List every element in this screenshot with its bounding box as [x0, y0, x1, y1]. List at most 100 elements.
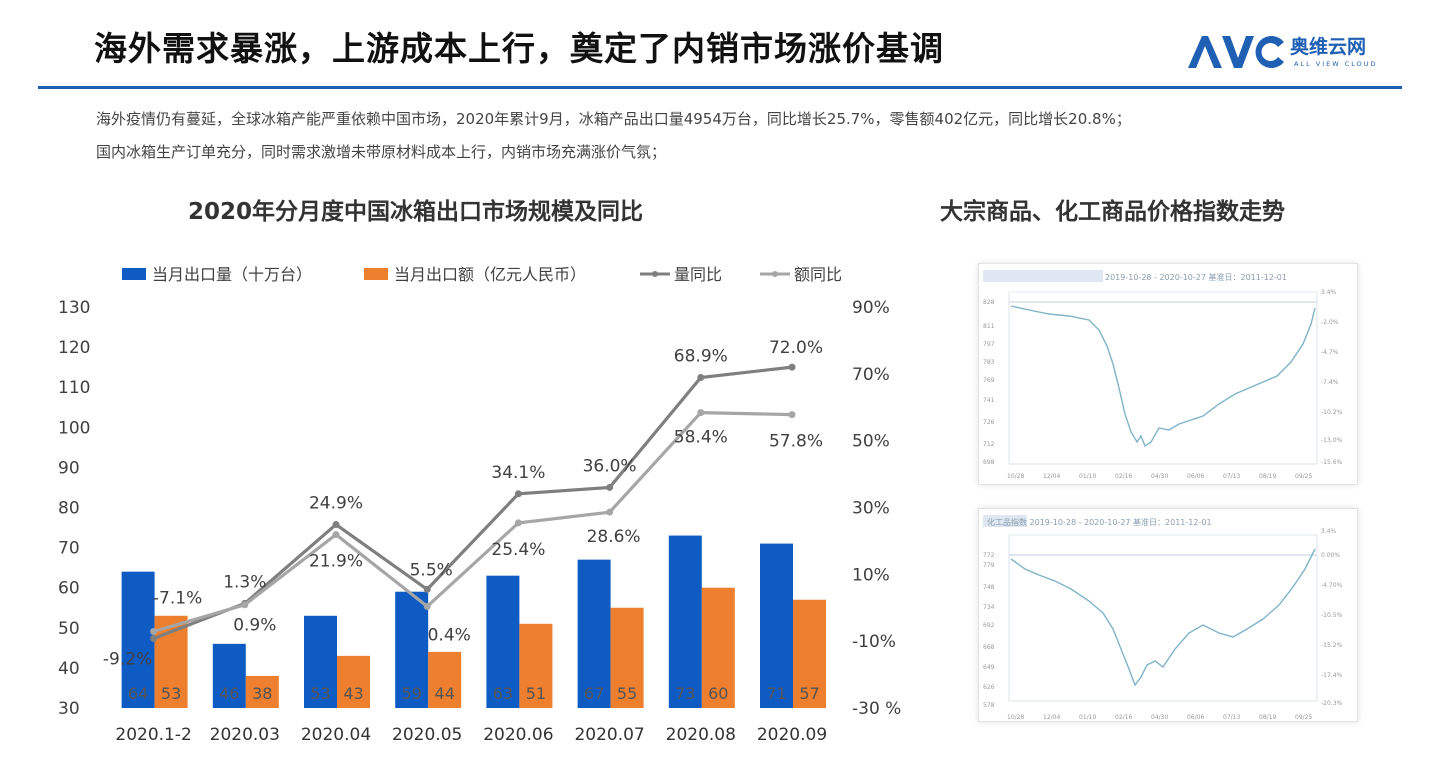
x-axis-tick: 2020.08 — [666, 725, 736, 745]
point-value-yoy — [606, 508, 614, 516]
svg-text:-10.2%: -10.2% — [1321, 409, 1343, 416]
bar-export-volume — [212, 643, 246, 708]
bar-export-volume — [486, 575, 520, 708]
bar-export-value — [701, 587, 735, 708]
export-chart: 当月出口量（十万台） 当月出口额（亿元人民币） 量同比 额同比 130 120 110 100… — [58, 265, 901, 745]
svg-text:06/06: 06/06 — [1187, 473, 1204, 480]
x-axis-tick: 2020.07 — [574, 725, 644, 745]
description-line-2: 国内冰箱生产订单充分，同时需求激增未带原材料成本上行，内销市场充满涨价气氛； — [96, 143, 667, 161]
svg-text:-15.6%: -15.6% — [1321, 459, 1343, 466]
bar-label-volume: 53 — [310, 684, 330, 703]
avc-logo-mark — [1188, 36, 1284, 68]
label-value-yoy: 28.6% — [587, 527, 641, 547]
label-volume-yoy: 5.5% — [410, 560, 453, 580]
svg-text:3.4%: 3.4% — [1321, 289, 1337, 296]
svg-text:772: 772 — [983, 552, 995, 559]
chart-title: 2020年分月度中国冰箱出口市场规模及同比 — [188, 199, 644, 225]
svg-text:828: 828 — [983, 299, 995, 306]
label-volume-yoy: -9.2% — [103, 649, 152, 669]
left-axis-tick: 110 — [58, 378, 90, 398]
bar-label-value: 55 — [617, 684, 637, 703]
svg-text:0.00%: 0.00% — [1321, 552, 1340, 559]
left-axis-tick: 40 — [58, 659, 80, 679]
bar-label-volume: 63 — [493, 684, 513, 703]
description-line-1: 海外疫情仍有蔓延，全球冰箱产能严重依赖中国市场，2020年累计9月，冰箱产品出口… — [96, 110, 1131, 128]
bar-label-value: 60 — [708, 684, 728, 703]
right-axis-tick: -10% — [852, 632, 896, 652]
bar-export-value — [337, 655, 370, 708]
bar-label-volume: 59 — [402, 684, 422, 703]
left-axis-tick: 60 — [58, 579, 80, 599]
legend-label-2: 当月出口额（亿元人民币） — [394, 265, 586, 284]
svg-text:692: 692 — [983, 622, 995, 629]
thumb2-caption: 化工品指数 2019-10-28 - 2020-10-27 基准日：2011-1… — [987, 517, 1212, 527]
point-volume-yoy — [697, 374, 705, 382]
point-volume-yoy — [606, 483, 614, 491]
svg-text:09/25: 09/25 — [1295, 473, 1312, 480]
bar-label-value: 44 — [435, 684, 455, 703]
svg-text:741: 741 — [983, 397, 995, 404]
x-axis-tick: 2020.03 — [210, 725, 280, 745]
svg-text:12/04: 12/04 — [1043, 714, 1060, 721]
point-volume-yoy — [150, 634, 158, 642]
left-axis-tick: 120 — [58, 338, 90, 358]
label-volume-yoy: 68.9% — [674, 347, 728, 367]
svg-text:06/06: 06/06 — [1187, 714, 1204, 721]
svg-text:10/28: 10/28 — [1007, 714, 1024, 721]
legend-swatch-2 — [364, 268, 388, 280]
bar-label-volume: 46 — [219, 684, 239, 703]
svg-text:04/30: 04/30 — [1151, 714, 1168, 721]
bar-label-value: 43 — [343, 684, 363, 703]
svg-text:01/10: 01/10 — [1079, 714, 1096, 721]
bar-export-volume — [304, 615, 337, 708]
svg-text:07/13: 07/13 — [1223, 473, 1240, 480]
bar-export-volume — [760, 543, 793, 708]
point-volume-yoy — [332, 521, 340, 529]
svg-text:09/25: 09/25 — [1295, 714, 1312, 721]
label-value-yoy: 58.4% — [674, 428, 728, 448]
left-axis-tick: 130 — [58, 298, 90, 318]
right-axis-tick: -30 % — [852, 699, 901, 719]
label-value-yoy: 0.9% — [233, 616, 276, 636]
bar-export-value — [428, 651, 462, 708]
svg-text:-4.70%: -4.70% — [1321, 582, 1343, 589]
right-axis-tick: 30% — [852, 499, 890, 519]
left-axis-tick: 50 — [58, 619, 80, 639]
svg-text:-20.3%: -20.3% — [1321, 700, 1343, 707]
svg-text:668: 668 — [983, 644, 995, 651]
bar-export-value — [245, 675, 279, 708]
bar-label-volume: 67 — [584, 684, 604, 703]
point-value-yoy — [514, 519, 522, 527]
bar-export-volume — [121, 571, 155, 708]
label-value-yoy: 25.4% — [491, 540, 545, 560]
bar-label-value: 53 — [161, 684, 181, 703]
point-value-yoy — [332, 531, 340, 539]
legend-label-3: 量同比 — [674, 265, 722, 284]
right-panel-title: 大宗商品、化工商品价格指数走势 — [940, 199, 1285, 225]
bar-label-volume: 64 — [128, 684, 148, 703]
svg-text:02/16: 02/16 — [1115, 473, 1132, 480]
legend-swatch-1 — [122, 268, 146, 280]
right-axis-tick: 70% — [852, 365, 890, 385]
right-axis-tick: 10% — [852, 565, 890, 585]
svg-text:649: 649 — [983, 664, 995, 671]
svg-text:02/16: 02/16 — [1115, 714, 1132, 721]
bar-label-value: 38 — [252, 684, 272, 703]
right-axis-tick: 50% — [852, 432, 890, 452]
svg-text:-13.0%: -13.0% — [1321, 437, 1343, 444]
thumb1-caption: 2019-10-28 - 2020-10-27 基准日：2011-12-01 — [1105, 272, 1287, 282]
svg-text:-4.7%: -4.7% — [1321, 349, 1339, 356]
page-title: 海外需求暴涨，上游成本上行，奠定了内销市场涨价基调 — [94, 29, 944, 68]
point-value-yoy — [423, 602, 431, 610]
svg-text:769: 769 — [983, 377, 995, 384]
svg-text:748: 748 — [983, 584, 995, 591]
point-value-yoy — [788, 411, 796, 419]
brand-logo: 奥维云网 ALL VIEW CLOUD — [1188, 35, 1376, 68]
x-axis-tick: 2020.06 — [483, 725, 553, 745]
bar-export-value — [793, 599, 826, 708]
left-axis-tick: 30 — [58, 699, 80, 719]
legend-label-4: 额同比 — [794, 265, 842, 284]
logo-cn-text: 奥维云网 — [1290, 35, 1366, 58]
left-axis-tick: 80 — [58, 499, 80, 519]
bar-export-value — [519, 623, 553, 708]
